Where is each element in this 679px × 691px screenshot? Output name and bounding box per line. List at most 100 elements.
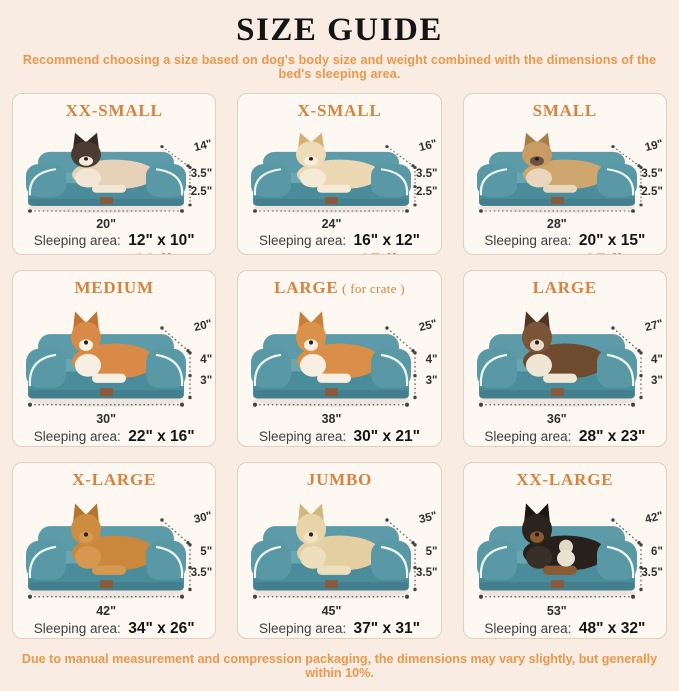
sleeping-area-line: Sleeping area: 37" x 31"	[259, 620, 420, 637]
dog-bed-icon	[26, 503, 192, 599]
piping-trim	[381, 353, 409, 387]
piping-trim	[155, 353, 184, 387]
sleeping-area-label: Sleeping area:	[33, 429, 121, 444]
bed-illustration: 16" 3.5" 2.5" 24"	[241, 124, 439, 230]
sleeping-area-value: 22" x 16"	[128, 428, 195, 445]
sleeping-area-line: Sleeping area: 12" x 10"	[34, 232, 195, 249]
brand-tag-icon	[325, 388, 339, 397]
dimension-lines	[253, 145, 418, 213]
bed-bolsters	[26, 540, 187, 589]
dimension-lines	[253, 326, 418, 407]
brand-tag-icon	[100, 388, 114, 397]
bed-illustration: 25" 4" 3" 38"	[241, 301, 439, 425]
piping-trim	[254, 353, 282, 387]
bed-illustration: 27" 4" 3" 36"	[467, 301, 664, 425]
weight-line: Weight: up to 90 lbs	[39, 638, 189, 639]
weight-line: Weight: up to 60 lbs	[490, 446, 640, 447]
pet-nose-icon	[84, 532, 89, 537]
dog-bed-icon	[251, 132, 418, 213]
bed-illustration: 19" 3.5" 2.5" 28"	[467, 124, 664, 230]
sleeping-area-line: Sleeping area: 30" x 21"	[259, 428, 420, 445]
dim-base-height-label: 3"	[425, 374, 438, 387]
size-card: XX-SMALL	[12, 93, 217, 255]
dim-width-label: 36"	[546, 412, 567, 426]
page-title: SIZE GUIDE	[236, 12, 443, 48]
sleeping-area-label: Sleeping area:	[484, 621, 572, 636]
dim-base-height-label: 3"	[650, 374, 663, 387]
size-card-heading: XX-SMALL	[66, 101, 163, 122]
weight-value: 15 lbs	[359, 250, 414, 254]
sleeping-area-label: Sleeping area:	[484, 233, 572, 248]
pet-graphic	[71, 132, 157, 193]
sleeping-area-value: 37" x 31"	[353, 620, 420, 637]
size-card-heading: MEDIUM	[74, 278, 153, 299]
dim-width-label: 53"	[546, 604, 567, 618]
sleeping-area-value: 28" x 23"	[578, 428, 646, 445]
brand-tag-icon	[100, 197, 114, 205]
size-card-heading: SMALL	[533, 101, 597, 122]
piping-trim	[606, 168, 634, 196]
bed-bolsters	[26, 164, 187, 205]
brand-tag-icon	[325, 197, 339, 205]
weight-line: Weight: up to 10 lbs	[39, 250, 189, 254]
dim-base-height-label: 3.5"	[641, 566, 663, 579]
weight-line: Weight: up to 130 lbs	[484, 638, 645, 639]
dimension-lines	[28, 145, 192, 213]
dimension-lines	[478, 326, 643, 407]
bed-bolsters	[26, 348, 187, 397]
weight-value: 60 lbs	[584, 446, 639, 447]
pet-graphic	[521, 132, 607, 193]
pet-graphic	[71, 311, 157, 383]
weight-value: 90 lbs	[134, 638, 189, 639]
dim-width-label: 20"	[96, 217, 117, 231]
piping-trim	[381, 545, 409, 579]
weight-value: 25 lbs	[584, 250, 639, 254]
pet-graphic	[296, 132, 382, 193]
size-card: SMALL	[462, 93, 667, 255]
piping-trim	[29, 545, 57, 579]
dim-bolster-height-label: 3.5"	[190, 168, 213, 181]
dim-bolster-height-label: 4"	[200, 353, 213, 366]
piping-trim	[254, 168, 282, 196]
bed-bolsters	[476, 540, 637, 589]
bed-illustration: 20" 4" 3" 30"	[16, 301, 213, 425]
bed-illustration: 14" 3.5" 2.5" 20"	[16, 124, 213, 230]
size-grid: XX-SMALL	[12, 93, 667, 639]
brand-tag-icon	[550, 197, 564, 205]
piping-trim	[381, 168, 409, 196]
dimension-lines	[28, 326, 192, 407]
size-card-heading: X-LARGE	[72, 470, 156, 491]
size-guide-page: SIZE GUIDE Recommend choosing a size bas…	[0, 12, 679, 680]
bed-illustration: 35" 5" 3.5" 45"	[241, 493, 439, 617]
weight-line: Weight: up to 15 lbs	[265, 250, 414, 254]
sleeping-area-line: Sleeping area: 20" x 15"	[484, 232, 645, 249]
piping-trim	[155, 545, 184, 579]
size-name: XX-SMALL	[65, 101, 163, 120]
weight-line: Weight: up to 100 lbs	[259, 638, 420, 639]
dim-bolster-height-label: 3.5"	[641, 168, 663, 181]
dim-base-height-label: 3"	[200, 374, 213, 387]
dim-bolster-height-label: 4"	[650, 353, 663, 366]
sleeping-area-value: 48" x 32"	[578, 620, 646, 637]
sleeping-area-label: Sleeping area:	[259, 429, 347, 444]
bed-illustration: 42" 6" 3.5" 53"	[467, 493, 664, 617]
pet-graphic	[296, 503, 382, 575]
sleeping-area-line: Sleeping area: 48" x 32"	[484, 620, 645, 637]
piping-trim	[254, 545, 282, 579]
bed-illustration: 30" 5" 3.5" 42"	[16, 493, 213, 617]
sleeping-area-label: Sleeping area:	[484, 429, 572, 444]
size-name: LARGE	[532, 278, 598, 297]
dimension-lines	[478, 145, 643, 213]
size-card-heading: JUMBO	[307, 470, 372, 491]
size-name: X-SMALL	[297, 101, 382, 120]
sleeping-area-value: 16" x 12"	[353, 232, 420, 249]
size-name: JUMBO	[306, 470, 373, 489]
weight-value: 100 lbs	[354, 638, 420, 639]
weight-value: 130 lbs	[579, 638, 645, 639]
sleeping-area-label: Sleeping area:	[33, 233, 121, 248]
brand-tag-icon	[550, 580, 564, 589]
size-card: X-LARGE	[12, 462, 217, 639]
dimension-lines	[28, 518, 192, 599]
footnote: Due to manual measurement and compressio…	[21, 652, 658, 680]
pet-graphic	[71, 503, 157, 575]
